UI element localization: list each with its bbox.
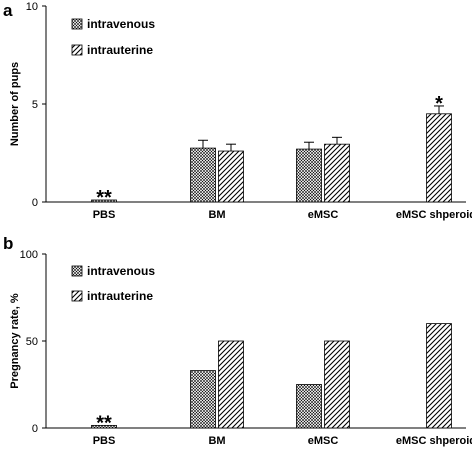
bar-intravenous-2 — [296, 384, 322, 429]
y-tick-label: 50 — [26, 336, 38, 348]
legend-label-intrauterine: intrauterine — [87, 289, 153, 303]
category-label: BM — [208, 209, 225, 221]
panel-b-legend: intravenous intrauterine — [71, 264, 155, 303]
legend-label-intrauterine: intrauterine — [87, 43, 153, 57]
bar-intrauterine-2 — [324, 340, 350, 429]
legend-swatch-intravenous — [71, 18, 83, 30]
significance-marker: ** — [96, 412, 112, 434]
legend-swatch-intrauterine — [71, 44, 83, 56]
bar-intravenous-0 — [91, 424, 117, 429]
panel-a-legend: intravenous intrauterine — [71, 17, 155, 57]
significance-marker: ** — [96, 187, 112, 209]
legend-swatch-intravenous — [71, 265, 83, 277]
category-label: eMSC shperoids — [396, 209, 472, 221]
y-tick-label: 5 — [32, 99, 38, 111]
panel-b-letter: b — [3, 234, 13, 253]
category-label: BM — [208, 435, 225, 447]
y-tick-label: 0 — [32, 423, 38, 435]
legend-label-intravenous: intravenous — [87, 264, 155, 278]
bar-intrauterine-2 — [324, 143, 350, 203]
panel-a: a Number of pups intravenous intrauterin… — [3, 1, 472, 221]
category-label: eMSC shperoids — [396, 435, 472, 447]
y-tick-label: 10 — [26, 1, 38, 13]
panel-a-ylabel: Number of pups — [9, 62, 21, 146]
bar-intrauterine-1 — [218, 340, 244, 429]
legend-label-intravenous: intravenous — [87, 17, 155, 31]
bar-intrauterine-3 — [426, 113, 452, 203]
bar-intrauterine-3 — [426, 323, 452, 429]
panel-b: b Pregnancy rate, % intravenous intraute… — [3, 234, 472, 447]
category-label: PBS — [93, 435, 116, 447]
y-tick-label: 100 — [20, 249, 38, 261]
category-label: eMSC — [308, 209, 339, 221]
bar-intravenous-2 — [296, 148, 322, 203]
significance-marker: * — [435, 93, 443, 115]
panel-b-ylabel: Pregnancy rate, % — [9, 293, 21, 389]
bar-intravenous-0 — [91, 199, 117, 203]
category-label: PBS — [93, 209, 116, 221]
panel-a-letter: a — [3, 1, 13, 20]
bar-intravenous-1 — [190, 147, 216, 203]
category-label: eMSC — [308, 435, 339, 447]
bar-intrauterine-1 — [218, 150, 244, 203]
legend-swatch-intrauterine — [71, 290, 83, 302]
bar-intravenous-1 — [190, 370, 216, 429]
y-tick-label: 0 — [32, 197, 38, 209]
